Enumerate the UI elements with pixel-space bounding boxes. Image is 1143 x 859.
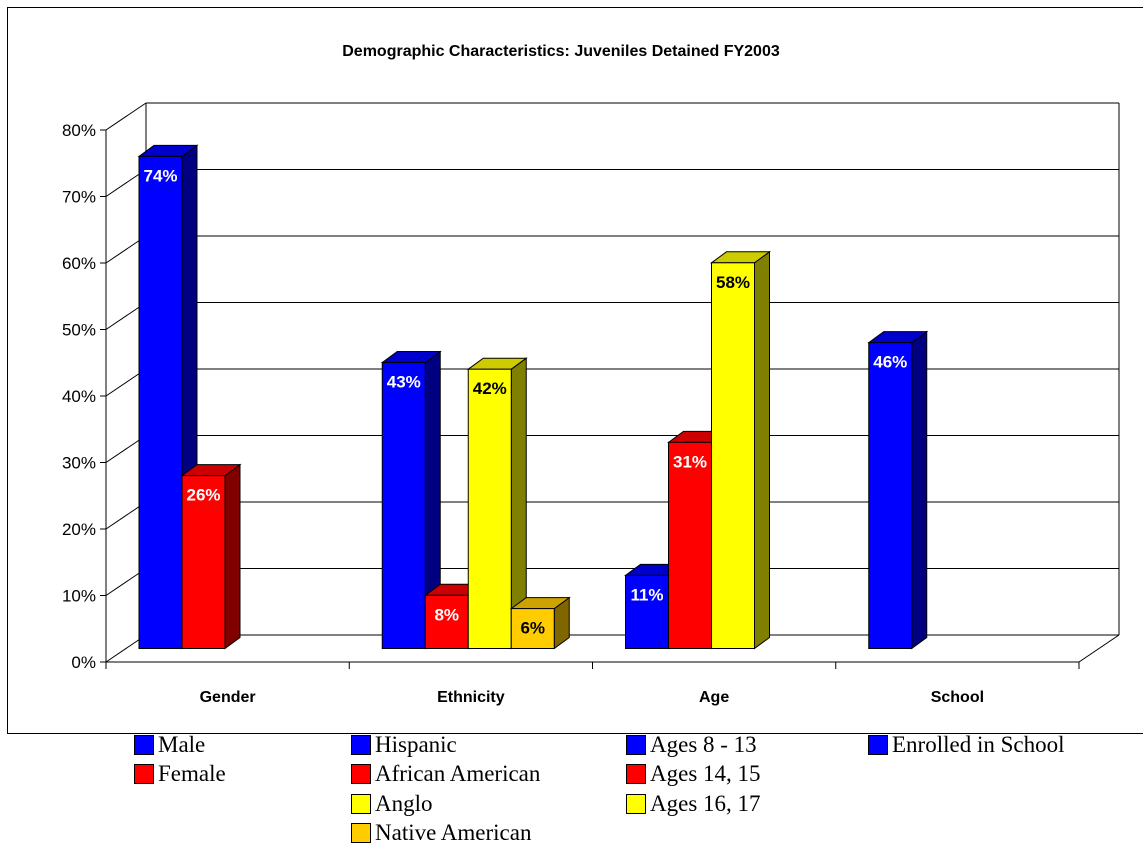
bar-front	[668, 441, 712, 649]
data-label: 31%	[673, 452, 707, 471]
y-tick-label: 40%	[62, 387, 96, 406]
legend-item: Male	[134, 733, 205, 756]
legend-label: Ages 8 - 13	[650, 732, 757, 757]
legend-label: Native American	[375, 820, 532, 845]
legend-swatch	[351, 734, 371, 755]
bar-side	[754, 250, 770, 650]
legend-swatch	[134, 734, 154, 755]
bar-front	[138, 155, 183, 649]
legend-label: Ages 16, 17	[650, 791, 761, 816]
bar-native-american	[509, 596, 571, 650]
legend-swatch	[351, 793, 371, 814]
x-category-label: Ethnicity	[437, 689, 505, 706]
axis-layer: 0% 10% 20% 30% 40% 50% 60% 70% 80%	[62, 121, 1080, 672]
data-label: 58%	[716, 273, 750, 292]
legend-label: Enrolled in School	[892, 732, 1065, 757]
legend-swatch	[351, 822, 371, 843]
chart-plot: Demographic Characteristics: Juveniles D…	[62, 43, 1120, 706]
legend-item: Hispanic	[351, 733, 457, 756]
bar-male	[137, 144, 199, 650]
bar-ages-16-17	[709, 250, 772, 650]
bar-front	[181, 475, 226, 649]
data-label: 46%	[873, 353, 907, 372]
legend-label: Ages 14, 15	[650, 761, 761, 786]
bar-anglo	[466, 357, 528, 650]
legend-item: Ages 8 - 13	[626, 733, 757, 756]
data-label: 26%	[186, 486, 220, 505]
legend-item: Female	[134, 762, 226, 785]
bar-female	[180, 463, 242, 650]
bar-front	[424, 594, 469, 649]
legend-item: Ages 16, 17	[626, 792, 761, 815]
data-label: 42%	[473, 379, 507, 398]
legend-swatch	[626, 763, 646, 784]
label-layer: 74% 26% Gender 43% 8% 42% 6% Ethnicity 11% 31% 58%…	[143, 166, 984, 706]
legend-item: African American	[351, 762, 540, 785]
y-tick-label: 70%	[62, 188, 96, 207]
y-tick-label: 30%	[62, 454, 96, 473]
data-label: 8%	[434, 605, 459, 624]
data-label: 6%	[520, 619, 545, 638]
legend-item: Native American	[351, 821, 531, 844]
legend-item: Anglo	[351, 792, 433, 815]
data-label: 43%	[387, 373, 421, 392]
x-category-label: Gender	[200, 689, 256, 706]
y-tick-label: 10%	[62, 587, 96, 606]
bar-front	[510, 608, 555, 649]
data-label: 11%	[630, 585, 663, 604]
bar-front	[381, 362, 426, 649]
y-tick-label: 80%	[62, 121, 96, 140]
data-label: 74%	[143, 166, 177, 185]
legend-swatch	[351, 763, 371, 784]
legend-item: Enrolled in School	[868, 733, 1064, 756]
bar-front	[711, 262, 755, 650]
bar-side	[224, 463, 241, 650]
legend-item: Ages 14, 15	[626, 762, 761, 785]
legend-label: African American	[375, 761, 541, 786]
bar-layer	[137, 144, 929, 650]
bar-hispanic	[380, 350, 442, 650]
legend-label: Male	[158, 732, 206, 757]
bar-enrolled-in-school	[867, 330, 929, 650]
legend-swatch	[868, 734, 888, 755]
legend-label: Anglo	[375, 791, 433, 816]
legend-swatch	[626, 793, 646, 814]
y-tick-label: 0%	[71, 653, 96, 672]
legend-swatch	[134, 763, 154, 784]
grid-layer	[105, 102, 1120, 663]
chart-frame: Demographic Characteristics: Juveniles D…	[7, 7, 1143, 734]
bar-front	[467, 368, 512, 649]
floor-right-edge	[1078, 634, 1120, 663]
legend-swatch	[626, 734, 646, 755]
bar-side	[911, 330, 928, 650]
gridline-depth	[105, 102, 147, 131]
bar-front	[868, 342, 913, 649]
x-category-label: Age	[699, 689, 729, 706]
y-tick-label: 20%	[62, 520, 96, 539]
legend-label: Female	[158, 761, 226, 786]
y-tick-label: 60%	[62, 254, 96, 273]
x-category-label: School	[931, 689, 984, 706]
y-tick-label: 50%	[62, 321, 96, 340]
bar-front	[625, 574, 669, 649]
chart-title: Demographic Characteristics: Juveniles D…	[342, 43, 780, 60]
legend-label: Hispanic	[375, 732, 457, 757]
